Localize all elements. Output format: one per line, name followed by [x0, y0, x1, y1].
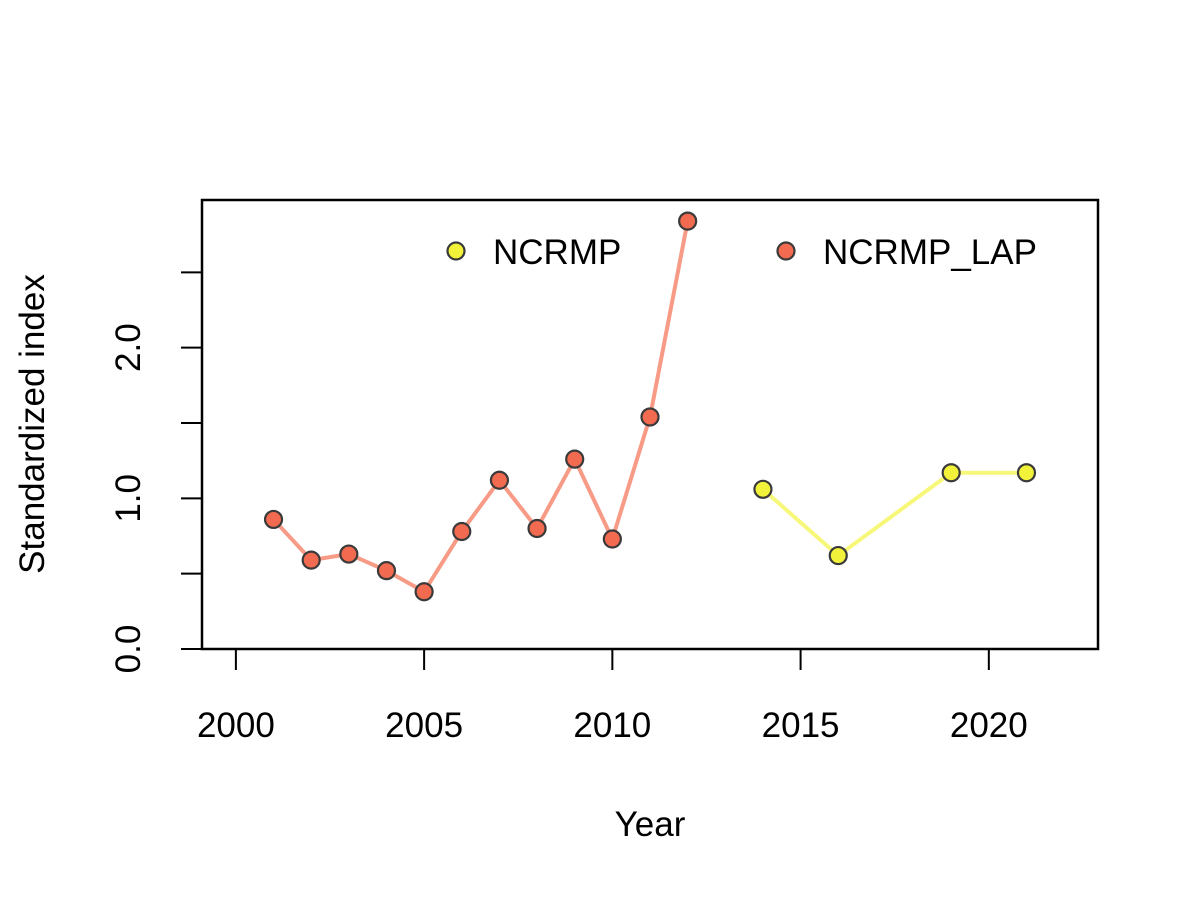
data-point [489, 470, 510, 490]
x-tick-label: 2000 [197, 706, 275, 745]
x-tick-label: 2015 [762, 706, 840, 745]
data-point [527, 518, 547, 539]
legend-label: NCRMP_LAP [823, 233, 1037, 272]
x-axis-label: Year [615, 805, 686, 844]
series-line-0 [761, 470, 1027, 558]
y-axis-label: Standardized index [13, 274, 52, 574]
data-point [339, 544, 359, 564]
legend-label: NCRMP [493, 233, 621, 272]
data-point [452, 521, 472, 542]
data-point [414, 582, 434, 602]
data-point [640, 407, 660, 427]
x-tick-label: 2010 [573, 706, 651, 745]
x-tick-label: 2020 [950, 706, 1028, 745]
data-point [828, 545, 848, 566]
y-tick-label: 0.0 [109, 625, 148, 674]
data-point [678, 211, 698, 231]
series-layer [263, 211, 1037, 602]
series-line-1 [272, 220, 690, 594]
legend-marker [446, 241, 466, 261]
x-axis: 2000 2005 2010 2015 2020 [197, 648, 1028, 745]
data-point [376, 561, 397, 581]
y-tick-label: 2.0 [109, 323, 148, 372]
data-point [602, 529, 622, 549]
y-axis: 0.0 1.0 2.0 [109, 271, 203, 674]
y-tick-label: 1.0 [109, 474, 148, 523]
data-point [941, 463, 961, 483]
data-point [301, 550, 321, 570]
data-point [1016, 463, 1037, 483]
legend-marker [776, 241, 796, 261]
data-point [263, 509, 284, 530]
legend: NCRMP NCRMP_LAP [446, 233, 1037, 272]
data-point [565, 449, 585, 469]
data-point [753, 479, 773, 499]
x-tick-label: 2005 [385, 706, 463, 745]
